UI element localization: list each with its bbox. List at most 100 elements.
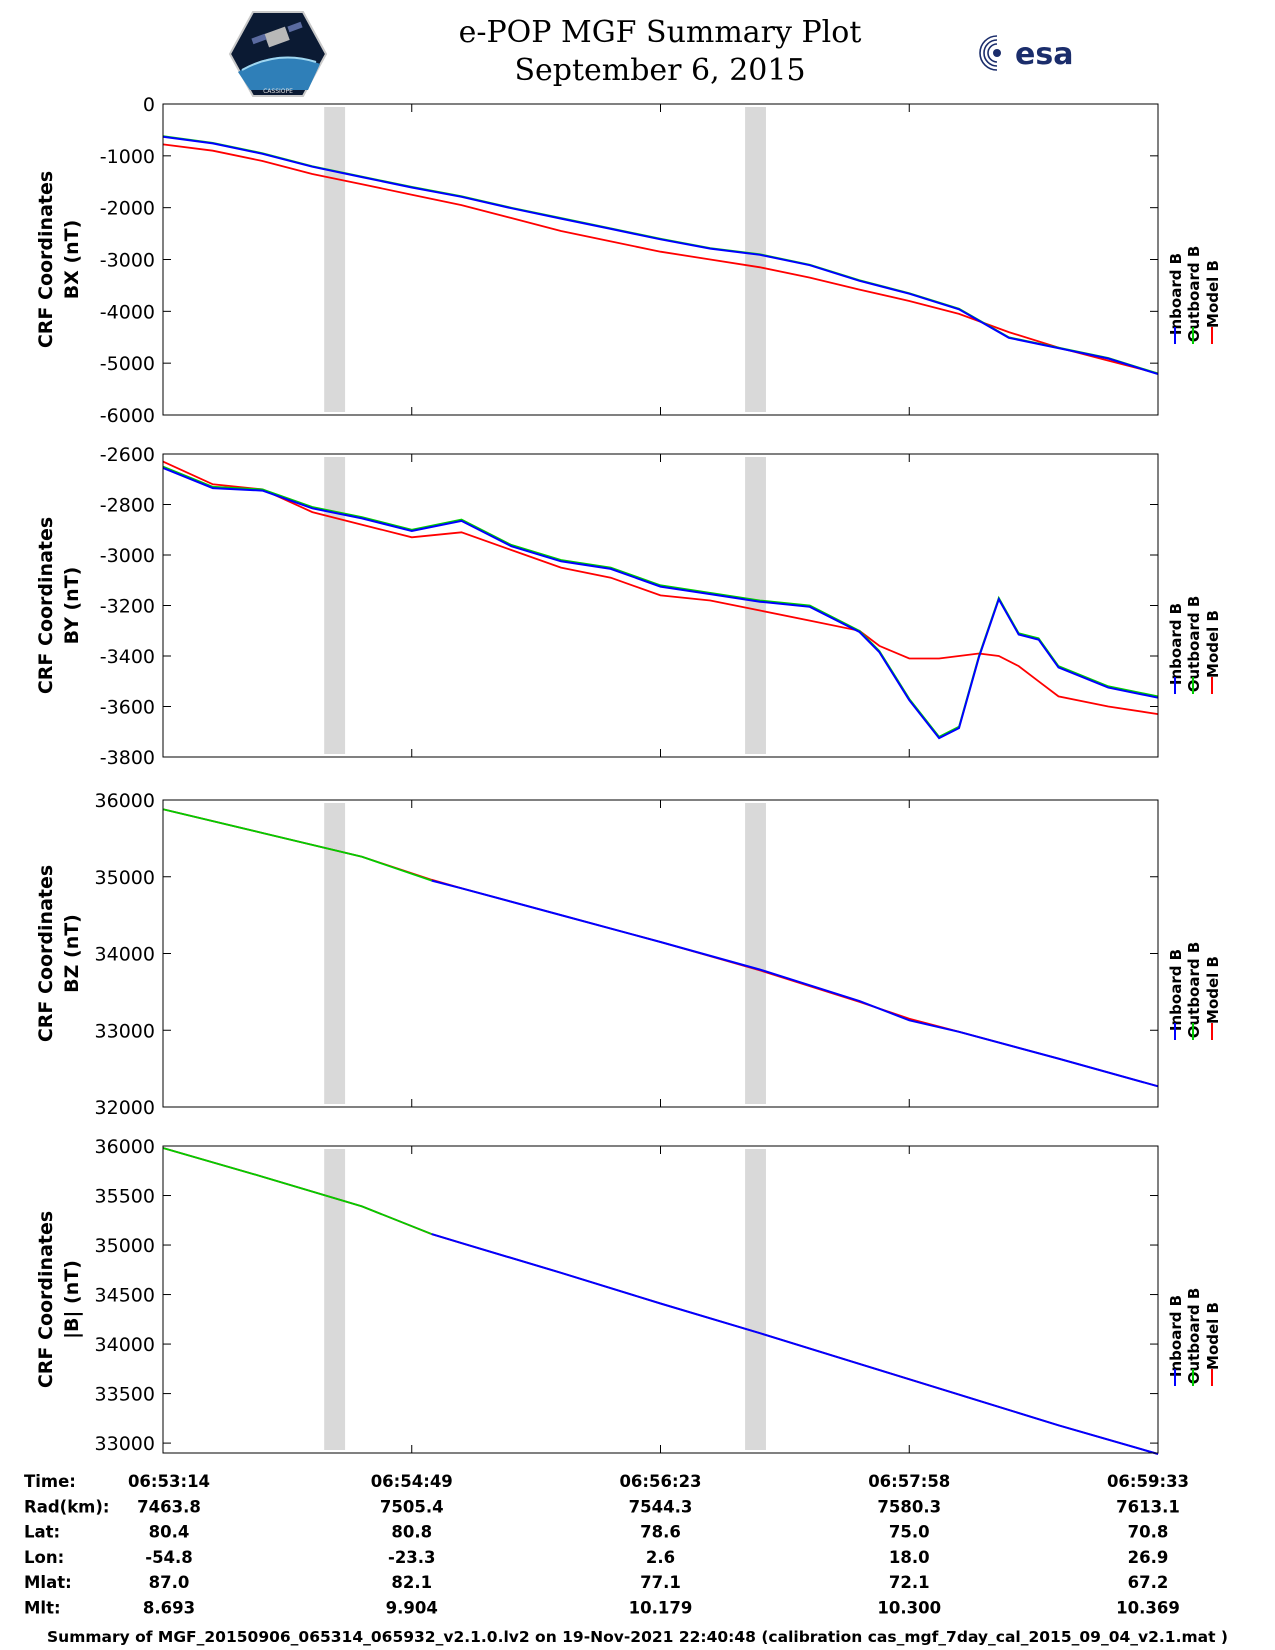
ephemeris-value: 82.1 [391,1573,432,1592]
series-inboard-line [162,466,1159,740]
legend-label-outboard: Outboard B [1185,942,1203,1039]
ephemeris-value: 70.8 [1128,1523,1169,1542]
y-tick-label: -3000 [100,250,155,272]
legend: Inboard B Outboard B Model B [1167,1288,1222,1386]
y-tick-label: -2800 [100,495,155,517]
y-tick-label: 0 [143,94,155,116]
ephemeris-row-label: Lon: [24,1548,64,1567]
ephemeris-value: 7613.1 [1116,1497,1180,1516]
data-gap-band-2 [745,803,766,1104]
legend-label-outboard: Outboard B [1185,596,1203,693]
ephemeris-value: 80.8 [391,1523,432,1542]
legend-label-model: Model B [1204,1302,1222,1370]
plot-frame [162,799,1159,1108]
title-line-2: September 6, 2015 [514,53,806,88]
legend-label-inboard: Inboard B [1167,603,1185,685]
series-model-line [162,1147,1159,1455]
y-tick-label: 33000 [95,1020,155,1042]
ephemeris-value: 18.0 [889,1548,930,1567]
panel-4: 36000 35500 35000 34500 34000 33500 33000 CRF C… [35,1136,1222,1455]
series-outboard-line [162,465,1159,738]
ephemeris-value: 7505.4 [380,1497,444,1516]
plot-title: e-POP MGF Summary Plot September 6, 2015 [400,14,920,90]
ephemeris-value: 72.1 [889,1573,930,1592]
y-tick-label: -6000 [100,405,155,427]
ephemeris-row-label: Mlat: [24,1573,72,1592]
legend: Inboard B Outboard B Model B [1167,942,1222,1040]
data-gap-band-2 [745,457,766,754]
ephemeris-value: 7544.3 [629,1497,693,1516]
y-axis-label-line-2: BZ (nT) [61,914,83,993]
y-tick-label: -5000 [100,353,155,375]
ephemeris-value: 80.4 [149,1523,190,1542]
series-inboard-line [431,879,1159,1088]
series-inboard-line [162,135,1159,376]
ephemeris-value: 7463.8 [137,1497,201,1516]
ephemeris-value: 06:53:14 [128,1472,210,1491]
y-tick-label: 34500 [95,1285,155,1307]
y-tick-label: -3800 [100,747,155,769]
y-tick-label: -3200 [100,596,155,618]
ephemeris-row-label: Time: [24,1472,76,1491]
y-tick-label: 32000 [95,1097,155,1119]
plot-frame [162,453,1159,758]
data-gap-band-1 [324,107,346,412]
ephemeris-value: 67.2 [1128,1573,1169,1592]
legend-label-inboard: Inboard B [1167,1295,1185,1377]
panel-3: 36000 35000 34000 33000 32000 CRF Coordinates… [35,790,1222,1119]
ephemeris-value: 9.904 [386,1599,438,1618]
footer-caption: Summary of MGF_20150906_065314_065932_v2… [47,1628,1228,1646]
ephemeris-row-label: Mlt: [24,1599,61,1618]
y-tick-label: 35000 [95,867,155,889]
ephemeris-value: 78.6 [640,1523,681,1542]
y-tick-label: 36000 [95,1136,155,1158]
y-tick-label: 35500 [95,1186,155,1208]
ephemeris-value: 06:54:49 [371,1472,453,1491]
ephemeris-value: 77.1 [640,1573,681,1592]
y-axis-label-line-2: BY (nT) [61,567,83,645]
y-axis-label-line-2: BX (nT) [61,220,83,300]
ephemeris-value: 26.9 [1128,1548,1169,1567]
ephemeris-row-label: Lat: [24,1523,60,1542]
legend-label-model: Model B [1204,956,1222,1024]
y-axis-label: CRF Coordinates BX (nT) [35,171,83,348]
y-tick-label: -3000 [100,545,155,567]
y-tick-label: -4000 [100,301,155,323]
data-gap-band-1 [324,457,346,754]
y-axis-label: CRF Coordinates |B| (nT) [35,1211,83,1388]
y-tick-label: -2000 [100,198,155,220]
data-gap-band-2 [745,107,766,412]
satellite-badge-icon: CASSIOPE [228,11,328,97]
data-gap-band-1 [324,1149,346,1450]
y-axis-label-line-1: CRF Coordinates [35,865,57,1042]
y-tick-label: 35000 [95,1235,155,1257]
ephemeris-value: 10.369 [1116,1599,1180,1618]
y-tick-label: -3600 [100,697,155,719]
y-tick-label: 34000 [95,944,155,966]
esa-logo-text: esa [1015,37,1073,72]
legend-label-outboard: Outboard B [1185,1288,1203,1385]
ephemeris-value: -23.3 [388,1548,436,1567]
y-tick-label: -1000 [100,146,155,168]
ephemeris-value: 2.6 [646,1548,675,1567]
legend-label-inboard: Inboard B [1167,253,1185,335]
ephemeris-value: 06:59:33 [1107,1472,1189,1491]
y-tick-label: 34000 [95,1334,155,1356]
y-axis-label-line-1: CRF Coordinates [35,171,57,348]
y-tick-label: 36000 [95,790,155,812]
legend-label-outboard: Outboard B [1185,246,1203,343]
y-tick-label: -2600 [100,444,155,466]
data-gap-band-1 [324,803,346,1104]
series-model-line [162,143,1159,375]
esa-logo-icon: esa [979,35,1073,72]
ephemeris-value: 10.300 [877,1599,941,1618]
series-model-line [162,460,1159,715]
panel-2: -2600 -2800 -3000 -3200 -3400 -3600 -3800 CRF C… [35,444,1222,769]
ephemeris-value: 10.179 [629,1599,693,1618]
series-inboard-line [431,1233,1159,1455]
y-tick-label: -3400 [100,646,155,668]
data-gap-band-2 [745,1149,766,1450]
y-axis-label-line-1: CRF Coordinates [35,1211,57,1388]
title-line-1: e-POP MGF Summary Plot [458,15,862,50]
